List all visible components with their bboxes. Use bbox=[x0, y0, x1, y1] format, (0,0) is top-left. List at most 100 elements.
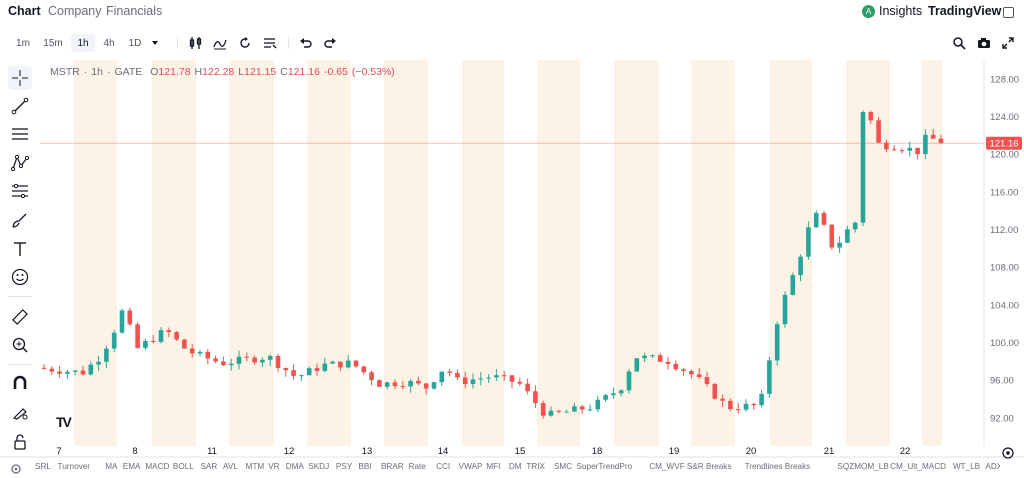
lock-drawings-icon[interactable] bbox=[8, 400, 32, 424]
candle-body bbox=[509, 375, 515, 382]
time-tick-label: 12 bbox=[284, 446, 295, 457]
price-tick-label: 96.00 bbox=[990, 376, 1014, 387]
candle-body bbox=[759, 393, 764, 406]
candle-body bbox=[439, 371, 445, 383]
session-band bbox=[846, 60, 890, 446]
candle-body bbox=[751, 403, 757, 406]
candle-body bbox=[478, 378, 484, 380]
indicator-mfi[interactable]: MFI bbox=[486, 462, 501, 471]
replay-icon[interactable] bbox=[237, 35, 253, 51]
time-tick-label: 19 bbox=[669, 446, 680, 457]
indicator-dma[interactable]: DMA bbox=[285, 462, 304, 471]
search-icon[interactable] bbox=[951, 35, 967, 51]
interval-1h[interactable]: 1h bbox=[71, 34, 95, 52]
trend-line-icon[interactable] bbox=[8, 94, 32, 118]
candle-body bbox=[65, 371, 70, 374]
brand-label[interactable]: TradingView bbox=[928, 4, 1002, 18]
candle-body bbox=[80, 370, 86, 375]
indicator-ema[interactable]: EMA bbox=[122, 462, 141, 471]
indicator-smc[interactable]: SMC bbox=[553, 462, 573, 471]
target-icon[interactable] bbox=[1000, 445, 1016, 461]
indicator-ma[interactable]: MA bbox=[105, 462, 118, 471]
indicator-vwap[interactable]: VWAP bbox=[458, 462, 483, 471]
indicator-mtm[interactable]: MTM bbox=[245, 462, 265, 471]
price-tick-label: 120.00 bbox=[990, 150, 1019, 161]
indicator-vr[interactable]: VR bbox=[268, 462, 280, 471]
interval-1m[interactable]: 1m bbox=[16, 37, 30, 49]
lock-icon[interactable] bbox=[8, 430, 32, 454]
candle-body bbox=[626, 371, 632, 391]
candle-body bbox=[158, 330, 164, 342]
indicator-trendlines-breaks[interactable]: Trendlines Breaks bbox=[744, 462, 811, 471]
legend-symbol[interactable]: MSTR bbox=[50, 66, 80, 78]
tab-financials[interactable]: Financials bbox=[106, 4, 163, 18]
chevron-down-icon[interactable] bbox=[147, 35, 163, 51]
insights-button[interactable]: A Insights bbox=[862, 4, 922, 18]
indicator-sar[interactable]: SAR bbox=[200, 462, 218, 471]
interval-15m[interactable]: 15m bbox=[43, 37, 63, 49]
expand-icon[interactable] bbox=[1003, 7, 1014, 18]
candle-body bbox=[470, 379, 476, 385]
zoom-in-icon[interactable] bbox=[8, 333, 32, 357]
indicator-macd[interactable]: MACD bbox=[145, 462, 170, 471]
candle-body bbox=[548, 410, 554, 416]
indicator-cci[interactable]: CCI bbox=[436, 462, 451, 471]
indicator-wt-lb[interactable]: WT_LB bbox=[952, 462, 981, 471]
legend-change: -0.65 bbox=[323, 66, 348, 78]
candle-body bbox=[486, 377, 491, 379]
indicator-brar[interactable]: BRAR bbox=[380, 462, 404, 471]
redo-icon[interactable] bbox=[322, 35, 338, 51]
candle-body bbox=[236, 356, 242, 364]
time-tick-label: 15 bbox=[515, 446, 526, 457]
horizontal-lines-icon[interactable] bbox=[8, 122, 32, 146]
tab-company[interactable]: Company bbox=[48, 4, 102, 18]
candle-body bbox=[774, 324, 780, 361]
indicator-skdj[interactable]: SKDJ bbox=[308, 462, 330, 471]
interval-4h[interactable]: 4h bbox=[103, 37, 115, 49]
candle-body bbox=[275, 356, 281, 369]
session-band bbox=[462, 60, 504, 446]
session-band bbox=[152, 60, 196, 446]
indicator-boll[interactable]: BOLL bbox=[172, 462, 194, 471]
candle-body bbox=[252, 357, 257, 363]
candle-body bbox=[431, 382, 437, 389]
text-icon[interactable] bbox=[8, 237, 32, 261]
magnet-icon[interactable] bbox=[8, 371, 32, 395]
chart-legend: MSTR · 1h · GATE O121.78 H122.28 L121.15… bbox=[50, 66, 395, 78]
candle-style-icon[interactable] bbox=[188, 35, 204, 51]
undo-icon[interactable] bbox=[298, 35, 314, 51]
tab-chart[interactable]: Chart bbox=[8, 4, 41, 18]
fullscreen-icon[interactable] bbox=[1000, 35, 1016, 51]
ruler-icon[interactable] bbox=[8, 305, 32, 329]
candle-body bbox=[891, 149, 897, 151]
tradingview-logo: TV bbox=[56, 414, 72, 430]
range-dropdown[interactable]: 1D bbox=[128, 37, 142, 49]
indicator-bbi[interactable]: BBI bbox=[358, 462, 372, 471]
session-band bbox=[537, 60, 580, 446]
indicator-dm[interactable]: DM bbox=[508, 462, 522, 471]
indicator-srl[interactable]: SRL bbox=[35, 462, 51, 471]
emoji-icon[interactable] bbox=[8, 265, 32, 289]
crosshair-icon[interactable] bbox=[8, 66, 32, 90]
time-tick-label: 14 bbox=[438, 446, 449, 457]
indicator-rate[interactable]: Rate bbox=[408, 462, 426, 471]
indicators-icon[interactable] bbox=[212, 35, 228, 51]
indicator-cm-ult-macd[interactable]: CM_Ult_MACD bbox=[890, 462, 947, 471]
settings-gear-icon[interactable] bbox=[8, 461, 24, 477]
indicator-sqzmom-lb[interactable]: SQZMOM_LB bbox=[837, 462, 889, 471]
pattern-icon[interactable] bbox=[8, 151, 32, 175]
fib-icon[interactable] bbox=[8, 179, 32, 203]
templates-icon[interactable] bbox=[262, 35, 278, 51]
indicator-turnover[interactable]: Turnover bbox=[57, 462, 91, 471]
indicator-avl[interactable]: AVL bbox=[223, 462, 238, 471]
brush-icon[interactable] bbox=[8, 208, 32, 232]
candle-body bbox=[860, 112, 866, 223]
indicator-psy[interactable]: PSY bbox=[335, 462, 353, 471]
indicator-trix[interactable]: TRIX bbox=[526, 462, 546, 471]
indicator-cm-wvf[interactable]: CM_WVF bbox=[649, 462, 685, 471]
indicator-adx-di[interactable]: ADX_DI bbox=[985, 462, 1000, 471]
indicator-supertrendpro[interactable]: SuperTrendPro bbox=[576, 462, 633, 471]
indicator-s-r-breaks[interactable]: S&R Breaks bbox=[686, 462, 732, 471]
camera-icon[interactable] bbox=[976, 35, 992, 51]
